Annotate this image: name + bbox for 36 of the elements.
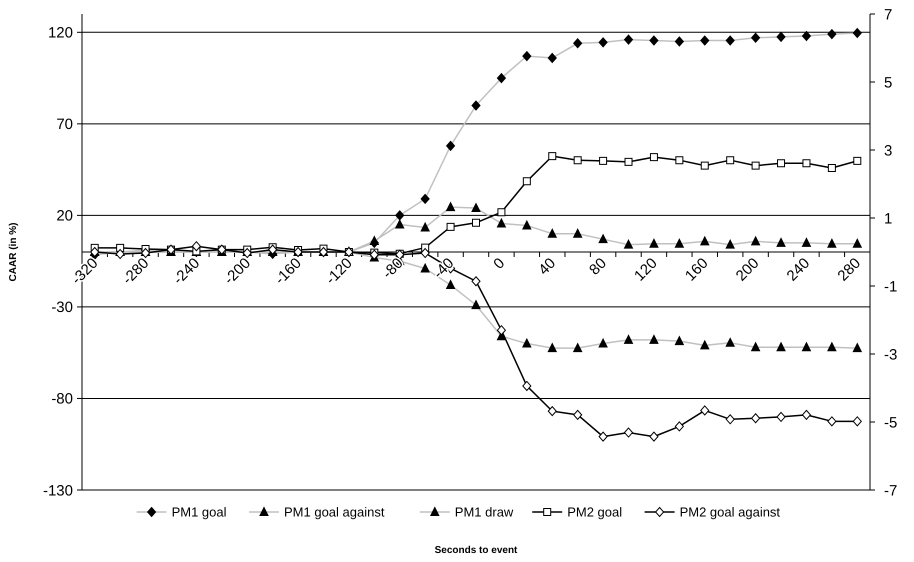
x-tick-label: -40 xyxy=(430,254,458,282)
y2-tick-label: 5 xyxy=(884,74,892,92)
y2-tick-label: -3 xyxy=(884,346,898,364)
x-tick-label: -240 xyxy=(170,254,204,288)
y-tick-label: 20 xyxy=(56,208,73,225)
y-tick-label: -130 xyxy=(42,482,73,500)
x-tick-label: 280 xyxy=(834,254,864,285)
x-tick-label: 0 xyxy=(490,254,508,273)
y-axis-title: CAAR (in %) xyxy=(8,222,19,282)
legend-label: PM1 goal xyxy=(172,504,227,520)
x-tick-label: 80 xyxy=(586,254,610,279)
x-tick-label: -320 xyxy=(68,254,102,288)
x-tick-label: -280 xyxy=(119,254,152,288)
x-tick-label: -200 xyxy=(220,254,254,288)
x-tick-label: -160 xyxy=(272,254,305,288)
x-axis-title: Seconds to event xyxy=(434,545,518,556)
y-tick-label: -80 xyxy=(51,390,73,408)
legend-label: PM1 goal against xyxy=(284,504,385,520)
y2-tick-label: 7 xyxy=(884,6,892,24)
y2-tick-label: -5 xyxy=(884,414,898,432)
y2-tick-label: -7 xyxy=(884,482,898,500)
x-tick-label: 40 xyxy=(535,254,560,279)
y2-tick-label: -1 xyxy=(884,278,898,296)
legend-label: PM2 goal against xyxy=(680,504,780,520)
legend-label: PM1 draw xyxy=(454,504,514,520)
x-tick-label: 160 xyxy=(682,254,712,285)
x-tick-label: 200 xyxy=(732,254,762,285)
y-tick-label: -30 xyxy=(51,299,73,316)
x-tick-label: 240 xyxy=(784,254,814,285)
y2-tick-label: 1 xyxy=(884,210,892,228)
y-tick-label: 120 xyxy=(48,24,73,42)
legend-label: PM2 goal xyxy=(567,504,622,520)
y-tick-label: 70 xyxy=(56,116,73,134)
y2-tick-label: 3 xyxy=(884,142,892,160)
x-tick-label: 120 xyxy=(631,254,661,285)
x-tick-label: -120 xyxy=(322,254,356,288)
